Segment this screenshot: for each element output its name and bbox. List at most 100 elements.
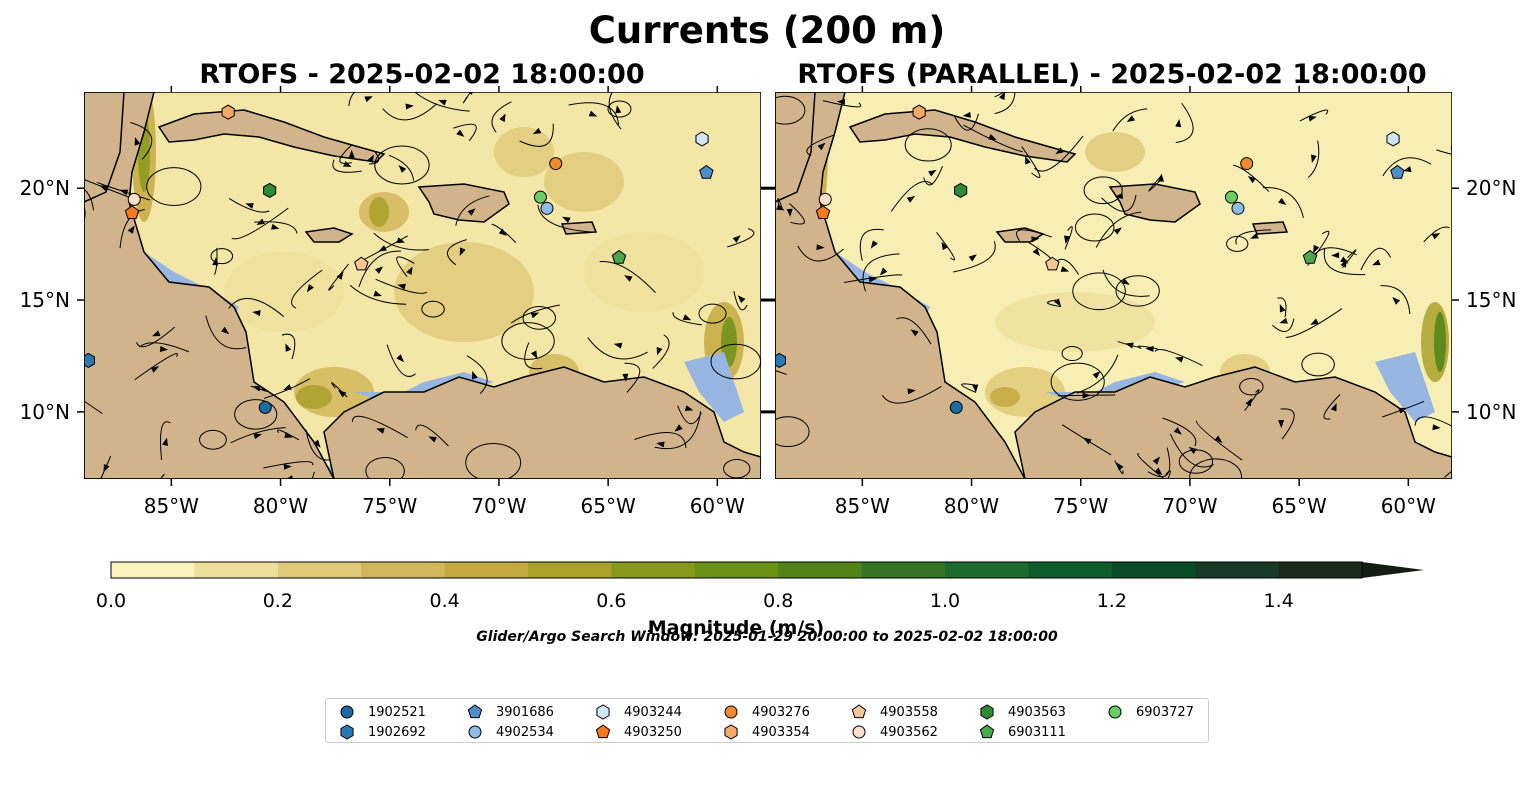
eddy-streamline bbox=[365, 457, 405, 479]
legend-marker-circle-icon bbox=[1108, 705, 1122, 719]
streamline-arrow bbox=[622, 373, 629, 382]
streamline bbox=[624, 362, 641, 393]
streamline-arrow bbox=[1173, 427, 1182, 435]
legend-item-4903558: 4903558 bbox=[850, 703, 938, 721]
streamline bbox=[1169, 433, 1214, 468]
eddy-streamline bbox=[775, 95, 806, 125]
streamline-arrow bbox=[373, 290, 382, 297]
streamline-arrow bbox=[284, 475, 294, 479]
streamline-arrow bbox=[375, 266, 384, 274]
streamline-arrow bbox=[1331, 252, 1340, 259]
legend-item-1902692: 1902692 bbox=[338, 723, 426, 741]
streamline bbox=[1313, 247, 1357, 257]
eddy-streamline bbox=[904, 128, 952, 162]
streamline-arrow bbox=[868, 276, 878, 283]
legend-item-4902534: 4902534 bbox=[466, 723, 554, 741]
legend-label: 3901686 bbox=[496, 704, 554, 720]
right-panel-title: RTOFS (PARALLEL) - 2025-02-02 18:00:00 bbox=[797, 59, 1426, 90]
colorbar-segment bbox=[945, 562, 1029, 578]
float-marker-6903727 bbox=[1224, 190, 1238, 204]
float-marker-1902521 bbox=[949, 400, 963, 414]
streamline bbox=[462, 92, 472, 104]
colorbar-tick-label: 0.0 bbox=[96, 590, 126, 612]
streamline-arrow bbox=[459, 247, 466, 256]
streamline bbox=[1148, 175, 1162, 192]
streamline bbox=[388, 154, 415, 181]
legend-marker-circle-icon bbox=[468, 725, 482, 739]
streamline bbox=[994, 92, 1016, 115]
streamline bbox=[654, 410, 702, 449]
streamline-arrow bbox=[367, 154, 374, 164]
float-marker-4903562 bbox=[127, 192, 141, 206]
streamline bbox=[510, 304, 560, 324]
lon-tick-label: 80°W bbox=[253, 494, 308, 518]
float-marker-4903244 bbox=[695, 131, 709, 147]
colorbar-segment bbox=[361, 562, 446, 578]
lat-tick-label: 20°N bbox=[20, 176, 70, 200]
magnitude-patch bbox=[721, 317, 737, 367]
streamline-arrow bbox=[674, 424, 683, 432]
float-marker-4903354 bbox=[912, 104, 926, 120]
streamline bbox=[1112, 108, 1148, 132]
lat-tick-label: 20°N bbox=[1466, 176, 1516, 200]
legend-marker-hexagon-icon bbox=[596, 704, 610, 720]
float-marker-4903250 bbox=[815, 205, 831, 219]
streamline bbox=[159, 421, 171, 461]
legend-marker-hexagon-icon bbox=[340, 724, 354, 740]
legend-marker-pentagon-icon bbox=[595, 724, 611, 739]
streamline-arrow bbox=[270, 223, 280, 230]
float-marker-3901686 bbox=[1390, 164, 1405, 179]
streamline bbox=[599, 261, 656, 293]
streamline bbox=[305, 429, 331, 461]
legend-item-4903563: 4903563 bbox=[978, 703, 1066, 721]
streamline-arrow bbox=[962, 111, 971, 118]
streamline-arrow bbox=[1340, 259, 1347, 268]
streamline-arrow bbox=[1053, 298, 1062, 307]
figure-title: Currents (200 m) bbox=[589, 9, 946, 52]
legend-label: 4903562 bbox=[880, 724, 938, 740]
streamline-arrow bbox=[999, 92, 1006, 101]
eddy-streamline bbox=[1226, 235, 1249, 252]
streamline bbox=[263, 461, 314, 469]
streamline bbox=[652, 334, 670, 369]
streamline bbox=[413, 92, 470, 112]
streamline-arrow bbox=[1157, 483, 1165, 492]
streamline bbox=[130, 122, 153, 160]
lon-tick-label: 75°W bbox=[362, 494, 417, 518]
float-marker-4902534 bbox=[540, 201, 554, 215]
streamline-arrow bbox=[1152, 456, 1160, 465]
streamline bbox=[1244, 389, 1260, 411]
streamline-arrow bbox=[1174, 356, 1184, 363]
float-marker-4903563 bbox=[954, 182, 968, 199]
streamline-arrow bbox=[615, 105, 622, 114]
streamline bbox=[862, 253, 900, 292]
eddy-streamline bbox=[1115, 275, 1160, 307]
streamline bbox=[291, 269, 323, 309]
float-marker-4903558 bbox=[1045, 256, 1060, 271]
legend-item-6903727: 6903727 bbox=[1106, 703, 1194, 721]
legend-label: 4903558 bbox=[880, 704, 938, 720]
colorbar-tick-label: 0.6 bbox=[596, 590, 626, 612]
legend-marker-hexagon-icon bbox=[724, 724, 738, 740]
streamline bbox=[1380, 285, 1411, 314]
streamline bbox=[311, 471, 315, 479]
streamline bbox=[205, 315, 247, 350]
colorbar-segment bbox=[1111, 562, 1196, 578]
streamline-arrow bbox=[1116, 462, 1124, 471]
streamline-arrow bbox=[467, 208, 476, 216]
legend-item-6903111: 6903111 bbox=[978, 723, 1066, 741]
streamline bbox=[351, 415, 408, 439]
streamline-arrow bbox=[472, 370, 478, 380]
legend-marker-pentagon-icon bbox=[851, 704, 867, 719]
magnitude-patch bbox=[544, 152, 624, 212]
streamline-arrow bbox=[284, 432, 293, 438]
streamline-arrow bbox=[1278, 197, 1287, 206]
lat-tick-label: 10°N bbox=[20, 400, 70, 424]
legend-marker-pentagon-icon bbox=[467, 704, 483, 719]
streamline-arrow bbox=[1432, 424, 1441, 431]
streamline-arrow bbox=[817, 142, 826, 151]
lon-tick-label: 85°W bbox=[835, 494, 890, 518]
streamline bbox=[446, 239, 467, 266]
streamline-arrow bbox=[398, 165, 407, 173]
streamline bbox=[139, 342, 190, 353]
